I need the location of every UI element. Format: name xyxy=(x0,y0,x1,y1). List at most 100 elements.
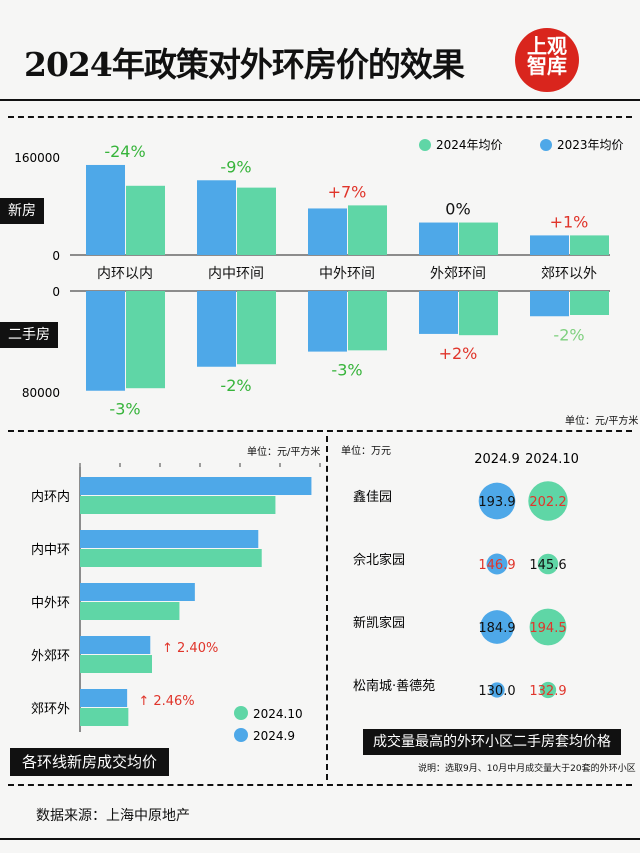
new-house-tag: 新房 xyxy=(0,198,44,224)
bl-bar-oct-2 xyxy=(80,602,180,620)
bar-new-2023-1 xyxy=(197,180,236,255)
top-bars xyxy=(86,164,609,391)
category-label-4: 郊环以外 xyxy=(541,265,597,282)
new-change-label-4: +1% xyxy=(550,212,589,231)
category-label-3: 外郊环间 xyxy=(430,265,486,282)
bl-bar-oct-0 xyxy=(80,496,276,514)
legend-2024-swatch xyxy=(419,139,431,151)
ring-price-chart: 160000 0 0 80000 -24% 内环以内 -3% -9% 内中环间 -2% +7% 中外… xyxy=(14,138,624,419)
top-unit: 单位：元/平方米 xyxy=(565,416,639,427)
bar-second-2023-3 xyxy=(419,291,458,334)
bl-annotation-0: ↑ 2.40% xyxy=(162,641,218,656)
bl-annotation-1: ↑ 2.46% xyxy=(138,694,194,709)
second-change-label-0: -3% xyxy=(109,400,140,419)
bl-bar-sep-2 xyxy=(80,583,195,601)
br-row-name-3: 松南城·善德苑 xyxy=(353,678,435,694)
bl-bar-sep-1 xyxy=(80,530,259,548)
bar-new-2024-4 xyxy=(570,235,609,255)
top-dashed-rule xyxy=(8,116,632,118)
bl-title-tag: 各环线新房成交均价 xyxy=(10,748,170,776)
br-value-sep-0: 193.9 xyxy=(478,495,515,510)
category-label-2: 中外环间 xyxy=(319,266,375,282)
br-value-sep-2: 184.9 xyxy=(478,621,515,636)
bl-category-4: 郊环外 xyxy=(31,701,70,717)
br-bubble-sep-3 xyxy=(489,682,505,698)
bar-second-2023-4 xyxy=(530,291,569,317)
br-col-sep: 2024.9 xyxy=(474,452,520,467)
bar-new-2024-0 xyxy=(126,185,165,255)
second-change-label-4: -2% xyxy=(553,325,584,344)
bar-second-2024-1 xyxy=(237,291,276,365)
bar-second-2024-4 xyxy=(570,291,609,315)
bar-new-2023-3 xyxy=(419,222,458,255)
bar-new-2023-0 xyxy=(86,164,125,255)
bl-bars xyxy=(80,477,312,726)
bl-bar-oct-4 xyxy=(80,708,129,726)
br-col-oct: 2024.10 xyxy=(525,452,579,467)
br-unit: 单位：万元 xyxy=(341,446,391,457)
bl-category-3: 外郊环 xyxy=(31,648,70,664)
br-bubble-sep-1 xyxy=(486,553,508,575)
legend-2023-swatch xyxy=(540,139,552,151)
br-value-oct-2: 194.5 xyxy=(529,621,566,636)
bl-legend-sep-label: 2024.9 xyxy=(253,729,295,743)
data-source: 数据来源：上海中原地产 xyxy=(36,808,190,824)
br-cells: 2024.9 2024.10 鑫佳园 193.9 202.2 佘北家园 146.9 145.6… xyxy=(353,452,579,699)
category-label-1: 内中环间 xyxy=(208,266,264,282)
bl-bar-sep-4 xyxy=(80,689,128,707)
bar-new-2024-1 xyxy=(237,187,276,255)
bl-legend-sep-swatch xyxy=(234,728,248,742)
community-price-table: 2024.9 2024.10 鑫佳园 193.9 202.2 佘北家园 146.9 145.6… xyxy=(353,452,579,699)
second-change-label-1: -2% xyxy=(220,376,251,395)
second-hand-tag: 二手房 xyxy=(0,322,58,348)
bl-bar-sep-3 xyxy=(80,636,151,654)
br-value-sep-3: 130.0 xyxy=(478,684,515,699)
bl-category-2: 中外环 xyxy=(31,596,70,611)
top-legend: 2024年均价 2023年均价 xyxy=(419,138,624,152)
bar-second-2024-3 xyxy=(459,291,498,336)
bl-unit: 单位：元/平方米 xyxy=(247,447,321,458)
br-row-name-0: 鑫佳园 xyxy=(353,489,392,505)
logo: 上观 智库 xyxy=(515,28,579,92)
bl-bar-oct-1 xyxy=(80,549,262,567)
new-change-label-1: -9% xyxy=(220,157,251,176)
br-value-oct-1: 145.6 xyxy=(529,558,566,573)
br-title-tag: 成交量最高的外环小区二手房套均价格 xyxy=(363,729,621,755)
br-value-oct-3: 132.9 xyxy=(529,684,566,699)
bar-second-2024-0 xyxy=(126,291,165,389)
bottom-dashed-rule xyxy=(8,784,632,786)
bl-legend-oct-label: 2024.10 xyxy=(253,707,303,721)
bar-second-2024-2 xyxy=(348,291,387,351)
new-change-label-3: 0% xyxy=(445,200,470,219)
new-house-tick-zero: 0 xyxy=(52,249,60,263)
br-value-oct-0: 202.2 xyxy=(529,495,566,510)
bl-bar-oct-3 xyxy=(80,655,152,673)
bar-second-2023-2 xyxy=(308,291,347,352)
new-house-tick-top: 160000 xyxy=(14,151,60,165)
mid-vertical-rule xyxy=(326,436,328,780)
br-bubble-oct-1 xyxy=(537,553,559,575)
category-label-0: 内环以内 xyxy=(97,266,153,282)
br-bubble-oct-2 xyxy=(529,608,567,646)
bar-new-2023-2 xyxy=(308,208,347,255)
second-hand-tick-zero: 0 xyxy=(52,285,60,299)
br-bubble-oct-0 xyxy=(528,481,568,521)
second-change-label-2: -3% xyxy=(331,361,362,380)
top-labels: -24% 内环以内 -3% -9% 内中环间 -2% +7% 中外环间 -3% 0% 外郊环间 +2%… xyxy=(97,142,597,419)
bar-new-2024-3 xyxy=(459,222,498,255)
bar-second-2023-1 xyxy=(197,291,236,367)
br-row-name-2: 新凯家园 xyxy=(353,615,405,631)
new-change-label-2: +7% xyxy=(328,182,367,201)
bl-category-1: 内中环 xyxy=(31,542,70,558)
logo-line2: 智库 xyxy=(527,54,567,79)
br-bubble-sep-0 xyxy=(478,482,516,520)
second-hand-tick-bottom: 80000 xyxy=(22,386,60,400)
br-value-sep-1: 146.9 xyxy=(478,558,515,573)
br-note: 说明：选取9月、10月中月成交量大于20套的外环小区 xyxy=(418,764,636,774)
br-bubble-sep-2 xyxy=(480,610,514,644)
top-rule xyxy=(0,99,640,101)
page-title: 2024年政策对外环房价的效果 xyxy=(24,45,465,84)
bar-new-2024-2 xyxy=(348,205,387,255)
